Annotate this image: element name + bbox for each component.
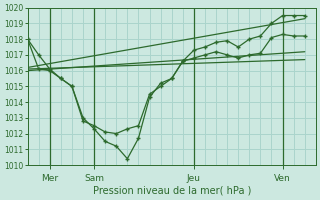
X-axis label: Pression niveau de la mer( hPa ): Pression niveau de la mer( hPa ) [92,186,251,196]
